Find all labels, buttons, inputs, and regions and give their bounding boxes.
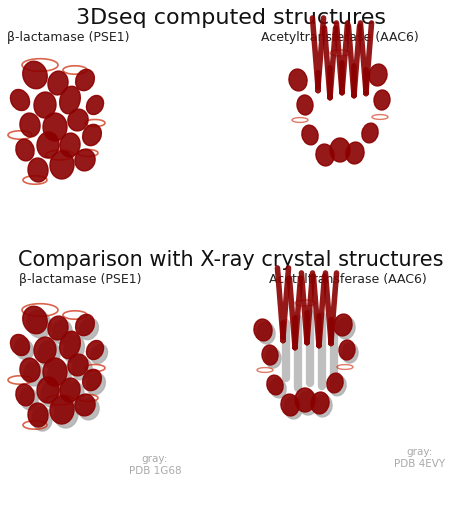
Ellipse shape [68,109,88,131]
Ellipse shape [342,343,358,363]
Ellipse shape [68,354,88,376]
Ellipse shape [28,403,48,427]
Text: Acetyltransferase (AAC6): Acetyltransferase (AAC6) [269,273,427,287]
Ellipse shape [79,398,99,420]
Text: β-lactamase (PSE1): β-lactamase (PSE1) [19,273,141,287]
Ellipse shape [76,69,94,91]
Text: Acetyltransferase (AAC6): Acetyltransferase (AAC6) [261,31,419,44]
Text: β-lactamase (PSE1): β-lactamase (PSE1) [7,31,129,44]
Ellipse shape [48,316,68,340]
Ellipse shape [20,388,38,410]
Ellipse shape [311,392,329,414]
Ellipse shape [72,358,92,380]
Ellipse shape [346,142,364,164]
Ellipse shape [91,345,108,364]
Text: Comparison with X-ray crystal structures: Comparison with X-ray crystal structures [18,250,444,270]
Ellipse shape [339,340,355,360]
Ellipse shape [48,71,68,95]
Text: gray:
PDB 1G68: gray: PDB 1G68 [129,454,181,476]
Text: 3Dseq computed structures: 3Dseq computed structures [76,8,386,28]
Ellipse shape [64,335,85,363]
Ellipse shape [43,358,67,386]
Ellipse shape [34,92,56,118]
Ellipse shape [76,314,94,336]
Ellipse shape [374,90,390,110]
Ellipse shape [297,95,313,115]
Ellipse shape [75,149,95,171]
Ellipse shape [257,322,275,344]
Ellipse shape [43,113,67,141]
Ellipse shape [23,306,47,334]
Ellipse shape [254,319,272,341]
Ellipse shape [86,95,103,115]
Ellipse shape [20,358,40,382]
Ellipse shape [79,318,98,339]
Ellipse shape [20,113,40,137]
Ellipse shape [60,86,80,114]
Ellipse shape [60,331,80,359]
Ellipse shape [50,151,74,179]
Ellipse shape [295,388,315,412]
Ellipse shape [330,376,346,396]
Ellipse shape [16,139,34,161]
Ellipse shape [362,123,378,143]
Ellipse shape [37,132,59,158]
Ellipse shape [27,310,51,338]
Ellipse shape [16,384,34,406]
Ellipse shape [302,125,318,145]
Ellipse shape [75,394,95,416]
Ellipse shape [270,378,286,398]
Ellipse shape [47,362,71,390]
Ellipse shape [14,338,34,359]
Ellipse shape [24,362,44,386]
Ellipse shape [337,317,355,339]
Ellipse shape [32,407,52,431]
Ellipse shape [83,369,101,391]
Ellipse shape [369,64,387,86]
Ellipse shape [54,400,78,428]
Ellipse shape [23,61,47,89]
Ellipse shape [86,340,103,359]
Ellipse shape [314,395,332,417]
Ellipse shape [327,373,343,393]
Ellipse shape [298,391,318,415]
Ellipse shape [60,378,80,402]
Text: gray:
PDB 4EVY: gray: PDB 4EVY [395,447,445,469]
Ellipse shape [83,124,101,146]
Ellipse shape [38,341,60,367]
Ellipse shape [267,375,283,395]
Ellipse shape [28,158,48,182]
Ellipse shape [265,348,281,368]
Ellipse shape [86,373,105,395]
Ellipse shape [64,382,84,406]
Ellipse shape [52,320,72,344]
Ellipse shape [11,90,30,111]
Ellipse shape [284,397,302,419]
Ellipse shape [281,394,299,416]
Ellipse shape [41,381,63,407]
Ellipse shape [50,396,74,424]
Ellipse shape [334,314,352,336]
Ellipse shape [330,138,350,162]
Ellipse shape [11,334,30,355]
Ellipse shape [60,133,80,157]
Ellipse shape [262,345,278,365]
Ellipse shape [316,144,334,166]
Ellipse shape [289,69,307,91]
Ellipse shape [37,377,59,403]
Ellipse shape [34,337,56,363]
